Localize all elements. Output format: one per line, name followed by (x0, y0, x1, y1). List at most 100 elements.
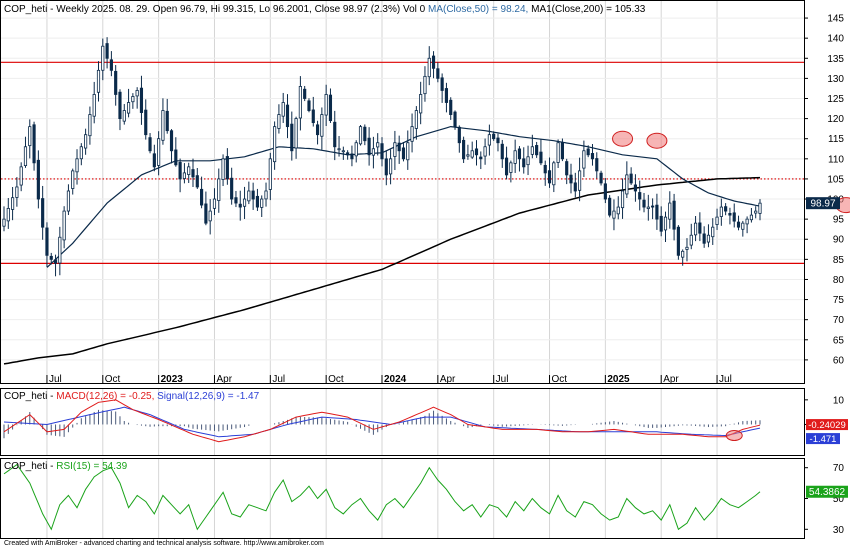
candle (88, 106, 92, 145)
candle-body-down (114, 70, 118, 95)
candle (212, 188, 217, 216)
candle (109, 51, 113, 77)
candle-body-up (66, 190, 71, 212)
candle (19, 162, 23, 192)
candle-body-down (431, 55, 436, 69)
candle-body-down (586, 148, 590, 156)
candle-body-up (217, 178, 221, 201)
candle-body-up (470, 150, 474, 158)
candle (401, 141, 406, 162)
candle-body-down (367, 137, 371, 156)
candle-body-down (200, 188, 204, 206)
candle (689, 223, 693, 250)
footer-text: Created with AmiBroker - advanced charti… (4, 540, 324, 547)
candle-body-down (152, 153, 156, 168)
x-axis-labels: Jul Oct 2023 Apr Jul Oct 2024 Apr Jul Oct 2025 Apr J… (46, 374, 732, 385)
candle-body-up (23, 146, 28, 167)
candle (754, 206, 758, 219)
candle-body-down (165, 110, 169, 132)
candle (423, 66, 427, 102)
candle (161, 98, 165, 145)
x-tick-label: Apr (216, 374, 232, 385)
candle-body-down (496, 137, 500, 144)
candle (608, 195, 612, 218)
candle-body-up (612, 210, 616, 219)
last-close-tag-box (806, 197, 840, 210)
candle-body-down (328, 94, 333, 122)
ma200-legend: MA1(Close,200) = 105.33 (531, 4, 646, 15)
candle (453, 110, 457, 130)
candle-body-up (6, 208, 10, 222)
candle (517, 146, 522, 172)
candle (182, 163, 186, 184)
rsi-header-symbol: COP_heti (4, 461, 47, 472)
candle-body-up (161, 110, 165, 141)
candle (582, 140, 586, 177)
candle-body-up (19, 166, 23, 186)
candle-body-down (462, 139, 466, 160)
candle (693, 216, 698, 242)
candle (371, 136, 375, 169)
x-tick-label: Apr (663, 374, 679, 385)
candle (126, 88, 131, 118)
candle (685, 238, 689, 262)
candle-body-down (234, 197, 238, 204)
candle-body-up (466, 154, 470, 157)
candle (552, 160, 556, 193)
candle (58, 226, 62, 276)
candle (504, 146, 509, 180)
candle-body-down (45, 227, 49, 256)
candle-body-down (504, 157, 509, 176)
price-ytick-label: 140 (827, 34, 844, 45)
candle (556, 139, 560, 168)
rsi-panel: 30 50 70 COP_heti - RSI(15) = 54.39 54.386… (0, 458, 848, 539)
candle-body-down (444, 88, 449, 103)
candle (41, 185, 45, 240)
candle (187, 162, 191, 183)
candle (358, 124, 363, 146)
candle (500, 139, 504, 168)
candle-body-down (565, 161, 569, 176)
candle (277, 104, 281, 134)
candle-body-up (715, 216, 719, 225)
candle-body-up (268, 158, 272, 190)
candle-body-up (187, 166, 191, 175)
candle-body-down (449, 99, 453, 115)
candle (49, 252, 53, 265)
candle (200, 176, 204, 209)
candle-body-down (225, 156, 229, 180)
candle (75, 149, 79, 185)
candle-body-down (290, 123, 294, 152)
candle (242, 186, 247, 219)
candle-body-up (294, 118, 298, 149)
candle-body-down (698, 222, 702, 234)
macd-value-tag-box (806, 419, 848, 431)
candle-body-up (341, 150, 345, 153)
candle (281, 92, 285, 123)
candle-body-down (655, 204, 659, 220)
candle-body-down (603, 183, 607, 200)
candle-body-down (573, 182, 577, 192)
candle (337, 135, 341, 157)
candle (663, 211, 668, 242)
candle (238, 190, 242, 221)
candle (642, 192, 646, 213)
candle (363, 124, 367, 146)
price-ytick-label: 70 (833, 315, 845, 326)
candle-body-down (380, 143, 384, 160)
candle-body-up (157, 138, 161, 166)
candle-body-down (285, 104, 290, 128)
candle (122, 104, 126, 125)
candle (354, 140, 358, 163)
candle-body-up (414, 110, 418, 129)
candle-body-down (547, 170, 552, 184)
candle (616, 196, 620, 220)
candle-body-down (728, 212, 732, 216)
x-tick-label: 2025 (607, 374, 630, 385)
candle (328, 88, 333, 123)
candle (66, 184, 71, 215)
candle (264, 182, 268, 207)
candle (169, 129, 174, 164)
candle (440, 73, 444, 103)
candle (633, 174, 638, 202)
